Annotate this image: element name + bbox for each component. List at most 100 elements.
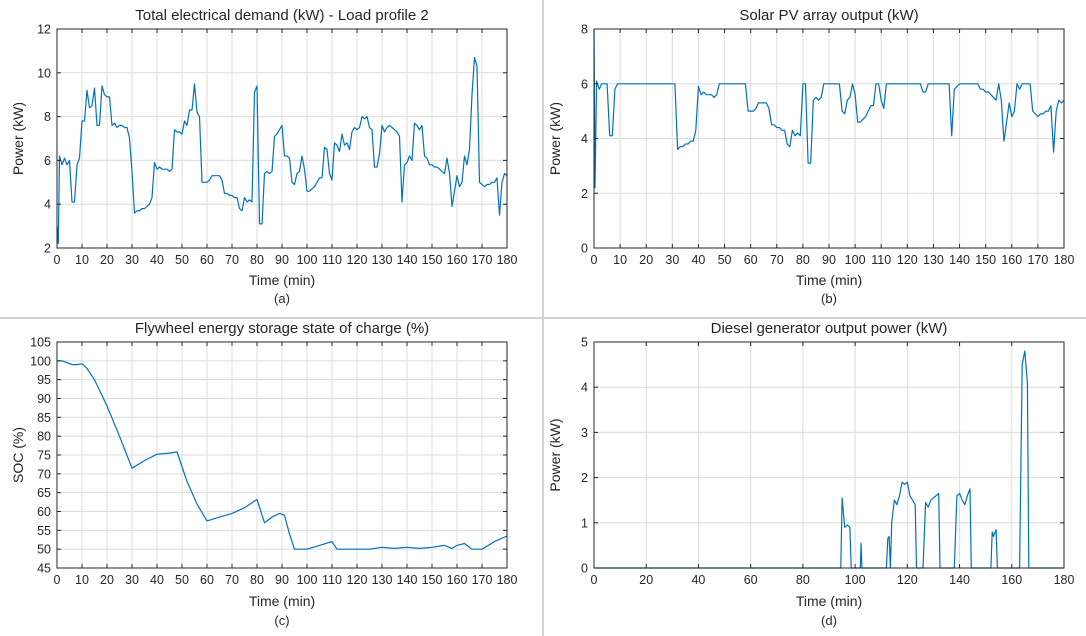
x-tick-label: 110	[871, 253, 891, 267]
x-tick-label: 80	[250, 253, 264, 267]
x-tick-label: 80	[796, 253, 810, 267]
x-tick-label: 150	[422, 253, 443, 267]
x-tick-label: 120	[347, 253, 368, 267]
x-tick-label: 90	[275, 253, 289, 267]
x-tick-label: 20	[639, 573, 653, 587]
x-tick-label: 70	[770, 253, 784, 267]
y-tick-label: 3	[581, 426, 588, 440]
x-tick-label: 0	[54, 573, 61, 587]
y-tick-label: 100	[30, 354, 51, 368]
y-axis-label: Power (kW)	[10, 102, 26, 175]
x-tick-label: 70	[225, 253, 239, 267]
x-tick-label: 20	[639, 253, 653, 267]
y-tick-label: 2	[581, 471, 588, 485]
panel-caption: (a)	[274, 291, 290, 306]
y-axis-label: Power (kW)	[547, 102, 563, 175]
x-tick-label: 160	[447, 253, 468, 267]
y-tick-label: 65	[37, 486, 51, 500]
x-tick-label: 140	[949, 253, 970, 267]
y-tick-label: 6	[581, 77, 588, 91]
x-tick-label: 120	[897, 253, 918, 267]
y-axis-label: SOC (%)	[10, 427, 26, 483]
series-line	[56, 56, 508, 245]
x-tick-label: 30	[125, 573, 139, 587]
x-tick-label: 100	[297, 253, 318, 267]
x-tick-label: 50	[718, 253, 732, 267]
y-tick-label: 8	[581, 23, 588, 37]
panel-c: 0 10 20 30 40 50 60 70 80 90 100 110 120 130 140 150 160…	[10, 320, 517, 628]
x-tick-label: 0	[591, 253, 598, 267]
x-tick-label: 30	[665, 253, 679, 267]
x-tick-label: 180	[497, 253, 518, 267]
panel-d: 0 20 40 60 80 100 120 140 160 180 0 1 2 3 4 5 Diesel gen…	[547, 320, 1074, 628]
x-tick-label: 50	[175, 253, 189, 267]
y-tick-label: 4	[44, 198, 51, 212]
y-tick-label: 10	[37, 66, 51, 80]
y-tick-label: 12	[37, 23, 51, 37]
y-tick-label: 85	[37, 411, 51, 425]
x-tick-label: 100	[297, 573, 318, 587]
x-tick-label: 160	[1001, 573, 1022, 587]
x-tick-label: 150	[975, 253, 996, 267]
y-tick-label: 95	[37, 373, 51, 387]
x-tick-label: 100	[845, 253, 866, 267]
chart-title: Total electrical demand (kW) - Load prof…	[135, 7, 428, 24]
series-line	[57, 360, 508, 550]
x-tick-label: 130	[372, 573, 393, 587]
y-tick-label: 4	[581, 132, 588, 146]
x-tick-label: 40	[691, 253, 705, 267]
x-tick-label: 160	[447, 573, 468, 587]
x-tick-label: 140	[949, 573, 970, 587]
y-tick-label: 55	[37, 524, 51, 538]
x-tick-label: 60	[200, 573, 214, 587]
x-tick-label: 180	[1054, 253, 1075, 267]
y-tick-label: 50	[37, 543, 51, 557]
chart-title: Diesel generator output power (kW)	[711, 320, 948, 337]
x-tick-label: 10	[75, 573, 89, 587]
x-tick-label: 100	[845, 573, 866, 587]
x-tick-label: 130	[372, 253, 393, 267]
x-tick-label: 170	[472, 573, 493, 587]
y-tick-label: 2	[44, 242, 51, 256]
x-tick-label: 60	[200, 253, 214, 267]
x-tick-label: 10	[75, 253, 89, 267]
y-tick-label: 6	[44, 154, 51, 168]
x-tick-label: 180	[497, 573, 518, 587]
y-tick-label: 2	[581, 187, 588, 201]
panel-b: 0 10 20 30 40 50 60 70 80 90 100 110 120 130 140 150 160…	[547, 7, 1074, 306]
y-tick-label: 5	[581, 336, 588, 350]
y-tick-label: 70	[37, 467, 51, 481]
y-tick-label: 45	[37, 562, 51, 576]
x-tick-label: 10	[613, 253, 627, 267]
x-tick-label: 40	[691, 573, 705, 587]
panel-caption: (b)	[821, 291, 837, 306]
y-axis-label: Power (kW)	[547, 418, 563, 491]
x-tick-label: 140	[397, 573, 418, 587]
x-tick-label: 0	[591, 573, 598, 587]
x-tick-label: 170	[472, 253, 493, 267]
x-tick-label: 30	[125, 253, 139, 267]
x-tick-label: 20	[100, 253, 114, 267]
x-tick-label: 60	[744, 253, 758, 267]
x-tick-label: 0	[54, 253, 61, 267]
x-tick-label: 90	[822, 253, 836, 267]
chart-title: Flywheel energy storage state of charge …	[135, 320, 429, 337]
x-tick-label: 180	[1054, 573, 1075, 587]
x-tick-label: 60	[744, 573, 758, 587]
y-tick-label: 90	[37, 392, 51, 406]
x-axis-label: Time (min)	[249, 272, 315, 288]
x-tick-label: 150	[422, 573, 443, 587]
chart-title: Solar PV array output (kW)	[739, 7, 918, 24]
x-tick-label: 110	[322, 253, 342, 267]
x-tick-label: 170	[1027, 253, 1048, 267]
x-tick-label: 70	[225, 573, 239, 587]
x-tick-label: 50	[175, 573, 189, 587]
panel-a: 0 10 20 30 40 50 60 70 80 90 100 110 120 130 140 150 160…	[10, 7, 517, 306]
y-tick-label: 75	[37, 449, 51, 463]
x-tick-label: 110	[322, 573, 342, 587]
y-tick-label: 0	[581, 242, 588, 256]
plot-border	[593, 341, 1065, 569]
x-tick-label: 130	[923, 253, 944, 267]
y-tick-label: 4	[581, 381, 588, 395]
